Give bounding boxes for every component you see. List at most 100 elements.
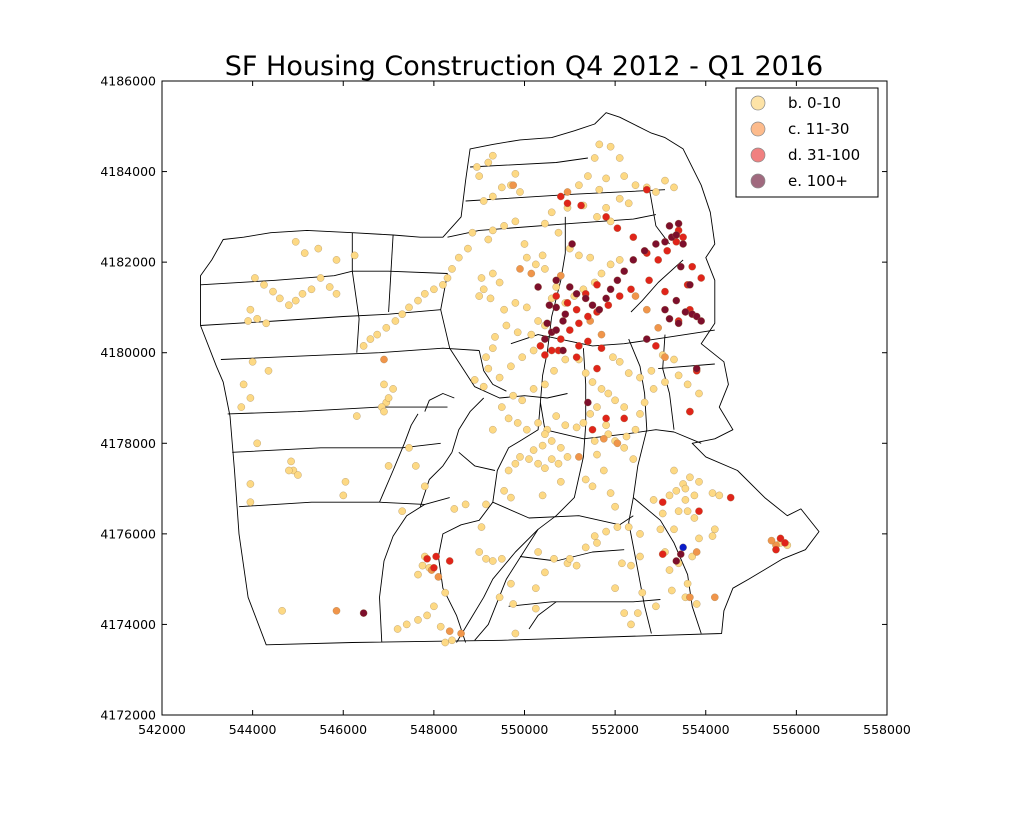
data-point <box>597 330 606 339</box>
data-point <box>690 491 699 500</box>
data-point <box>572 561 581 570</box>
data-point <box>575 342 583 350</box>
legend-label-100-plus: e. 100+ <box>788 172 848 190</box>
data-point <box>581 369 590 377</box>
data-point <box>604 301 613 309</box>
data-point <box>373 330 381 339</box>
data-point <box>552 283 560 291</box>
city-outline <box>200 112 820 646</box>
data-point <box>602 527 610 536</box>
data-point <box>597 269 606 278</box>
data-point <box>547 455 556 463</box>
data-point <box>489 226 497 235</box>
data-point <box>498 403 506 411</box>
data-point <box>552 326 560 334</box>
data-point <box>681 484 690 493</box>
data-point <box>672 487 681 495</box>
data-point <box>350 251 359 260</box>
data-point <box>541 335 549 343</box>
data-point <box>572 353 581 361</box>
district-boundary <box>440 273 568 399</box>
data-point <box>575 453 583 461</box>
data-point <box>620 267 628 275</box>
data-point <box>629 233 638 241</box>
data-point <box>654 324 662 332</box>
data-point <box>554 228 563 237</box>
data-point <box>672 296 681 305</box>
data-point <box>609 353 617 361</box>
data-point <box>536 342 545 350</box>
data-point <box>652 188 660 196</box>
data-point <box>380 355 388 364</box>
data-point <box>638 588 647 597</box>
data-point <box>554 459 563 468</box>
district-boundary <box>419 452 453 507</box>
data-point <box>613 439 622 448</box>
district-boundary <box>379 497 450 643</box>
data-point <box>414 616 422 624</box>
data-point <box>568 240 576 248</box>
data-point <box>643 185 651 194</box>
data-point <box>500 305 508 314</box>
data-point <box>595 305 604 314</box>
data-point <box>445 627 454 635</box>
data-point <box>672 557 681 565</box>
data-point <box>384 394 393 402</box>
data-point <box>246 498 255 506</box>
data-point <box>246 305 255 314</box>
data-point <box>674 219 683 228</box>
data-point <box>627 561 635 570</box>
data-point <box>692 312 701 321</box>
y-tick-label: 4176000 <box>100 526 156 541</box>
data-point <box>398 310 406 318</box>
data-point <box>511 299 520 307</box>
data-point <box>475 548 483 556</box>
data-point <box>538 251 547 260</box>
data-point <box>541 464 549 472</box>
data-point <box>708 489 717 497</box>
data-point <box>572 423 581 432</box>
data-point <box>665 222 674 230</box>
data-point <box>624 199 633 208</box>
data-point <box>647 367 656 375</box>
data-point <box>484 158 493 167</box>
data-point <box>475 292 483 300</box>
data-point <box>726 493 735 502</box>
data-point <box>593 539 601 547</box>
data-point <box>513 328 522 337</box>
data-point <box>697 274 705 282</box>
data-point <box>670 466 678 475</box>
data-point <box>652 240 660 248</box>
data-point <box>566 283 574 291</box>
data-point <box>688 262 696 271</box>
data-point <box>509 391 517 400</box>
data-point <box>423 611 431 620</box>
data-point <box>665 315 674 323</box>
data-point <box>649 496 658 504</box>
data-point <box>269 287 277 296</box>
data-point <box>398 507 406 515</box>
data-point <box>541 265 549 273</box>
data-point <box>677 262 685 271</box>
data-point <box>414 296 422 305</box>
chart-title: SF Housing Construction Q4 2012 - Q1 201… <box>225 51 823 82</box>
data-point <box>557 478 565 486</box>
data-point <box>445 557 454 565</box>
data-point <box>772 545 780 554</box>
data-point <box>683 380 692 389</box>
data-point <box>581 543 590 552</box>
data-point <box>606 285 615 294</box>
data-point <box>316 274 325 282</box>
data-point <box>692 600 701 608</box>
data-point <box>262 319 270 328</box>
data-point <box>448 636 456 645</box>
data-point <box>441 638 449 647</box>
district-boundary <box>633 497 702 634</box>
data-point <box>507 493 515 502</box>
data-point <box>631 292 640 300</box>
data-point <box>489 557 497 565</box>
data-point <box>482 555 490 563</box>
data-point <box>443 274 452 282</box>
data-point <box>613 523 622 531</box>
data-point <box>294 471 302 479</box>
